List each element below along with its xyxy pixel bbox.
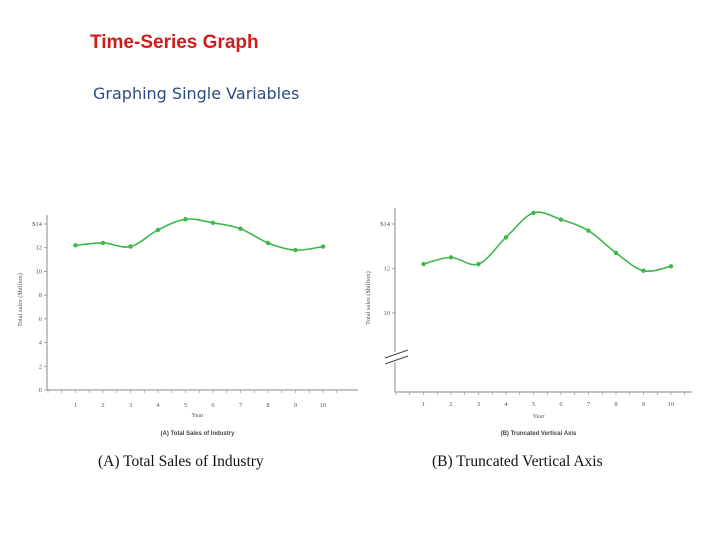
y-tick-label: 12 bbox=[36, 245, 43, 252]
data-point bbox=[476, 261, 481, 267]
data-point bbox=[73, 243, 78, 248]
data-point bbox=[320, 244, 326, 249]
x-tick-label: 6 bbox=[559, 401, 563, 408]
data-point bbox=[421, 261, 426, 267]
data-point bbox=[183, 217, 188, 222]
data-point bbox=[155, 227, 161, 233]
x-tick-label: 8 bbox=[266, 402, 269, 409]
x-tick-label: 8 bbox=[614, 401, 617, 408]
x-tick-label: 10 bbox=[668, 401, 675, 408]
data-point bbox=[586, 228, 591, 233]
data-point bbox=[503, 235, 509, 240]
x-tick-label: 7 bbox=[587, 401, 591, 408]
data-point bbox=[210, 220, 216, 226]
x-tick-label: 3 bbox=[129, 402, 132, 409]
y-tick-label: 4 bbox=[39, 340, 43, 347]
x-tick-label: 4 bbox=[156, 402, 160, 409]
x-tick-label: 2 bbox=[101, 402, 104, 409]
y-tick-label: 10 bbox=[36, 268, 43, 275]
y-tick-label: $14 bbox=[32, 221, 43, 228]
data-point bbox=[265, 240, 271, 246]
data-point bbox=[558, 217, 564, 222]
x-axis-label: Year bbox=[192, 412, 205, 419]
y-tick-label: 8 bbox=[39, 292, 42, 299]
x-tick-label: 4 bbox=[504, 401, 508, 408]
data-point bbox=[641, 268, 646, 273]
x-tick-label: 1 bbox=[74, 402, 77, 409]
y-tick-label: $14 bbox=[380, 221, 391, 228]
y-axis-label: Total sales ($billion) bbox=[17, 273, 24, 327]
axis-break-mark bbox=[384, 355, 409, 365]
y-axis-label: Total sales ($billion) bbox=[365, 271, 372, 325]
data-point bbox=[293, 247, 298, 253]
series-line bbox=[423, 211, 672, 273]
x-tick-label: 5 bbox=[532, 401, 535, 408]
data-point bbox=[613, 250, 619, 256]
chart-subtitle: (A) Total Sales of Industry bbox=[161, 431, 236, 437]
data-point bbox=[448, 255, 454, 260]
x-tick-label: 1 bbox=[422, 401, 425, 408]
y-tick-label: 10 bbox=[384, 310, 391, 317]
series-line bbox=[75, 218, 324, 251]
y-tick-label: 12 bbox=[384, 266, 391, 273]
caption-a: (A) Total Sales of Industry bbox=[98, 453, 264, 470]
x-tick-label: 9 bbox=[294, 402, 297, 409]
data-point bbox=[128, 244, 133, 249]
data-point bbox=[238, 226, 243, 231]
data-point bbox=[668, 264, 674, 269]
caption-b: (B) Truncated Vertical Axis bbox=[432, 453, 603, 470]
data-point bbox=[100, 240, 106, 246]
slide-subtitle: Graphing Single Variables bbox=[93, 84, 300, 103]
x-axis-label: Year bbox=[533, 413, 546, 420]
data-point bbox=[531, 210, 536, 216]
y-tick-label: 2 bbox=[39, 363, 42, 370]
x-tick-label: 10 bbox=[320, 402, 327, 409]
y-tick-label: 6 bbox=[39, 316, 43, 323]
x-tick-label: 5 bbox=[184, 402, 187, 409]
x-tick-label: 7 bbox=[239, 402, 243, 409]
axis-break-mark bbox=[384, 349, 409, 359]
chart-subtitle: (B) Truncated Vertical Axis bbox=[501, 431, 577, 437]
x-tick-label: 2 bbox=[449, 401, 452, 408]
x-tick-label: 9 bbox=[642, 401, 645, 408]
x-tick-label: 6 bbox=[211, 402, 215, 409]
slide-title: Time-Series Graph bbox=[90, 32, 259, 53]
x-tick-label: 3 bbox=[477, 401, 480, 408]
y-tick-label: 0 bbox=[39, 387, 42, 394]
